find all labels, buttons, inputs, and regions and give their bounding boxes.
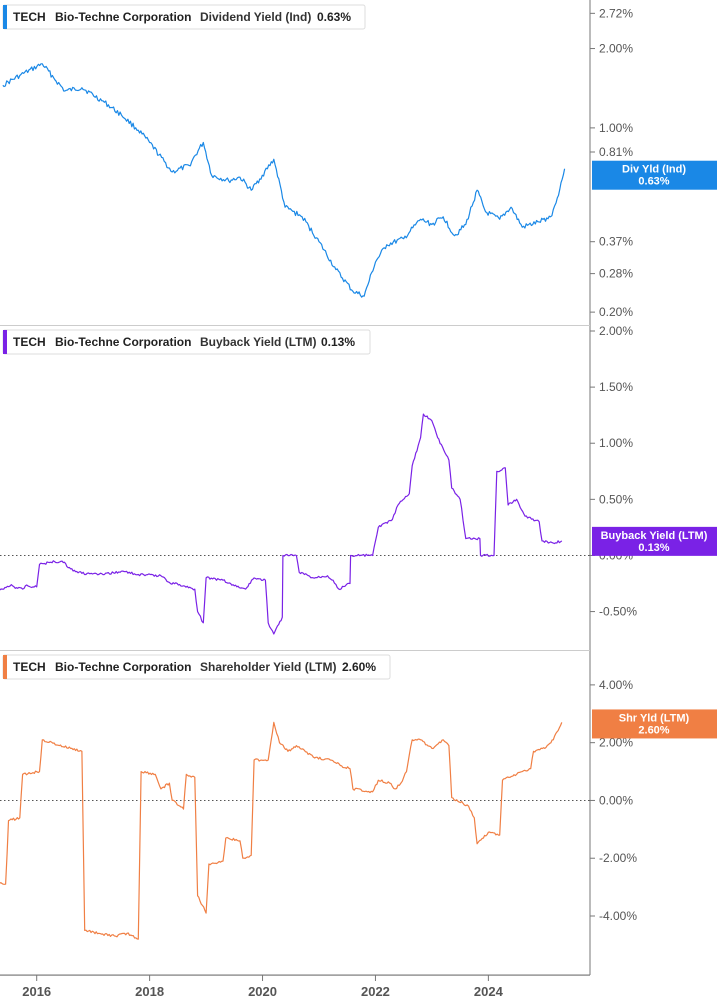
y-tick-label: 2.72% bbox=[599, 6, 633, 20]
legend-color-marker bbox=[3, 330, 7, 354]
legend-metric: Buyback Yield (LTM) bbox=[200, 335, 316, 349]
badge-label: Buyback Yield (LTM) bbox=[601, 530, 708, 542]
legend-metric: Dividend Yield (Ind) bbox=[200, 10, 311, 24]
legend-metric: Shareholder Yield (LTM) bbox=[200, 660, 336, 674]
legend-ticker: TECH bbox=[13, 335, 46, 349]
value-badge bbox=[592, 526, 717, 556]
legend-value: 2.60% bbox=[342, 660, 376, 674]
y-tick-label: 0.50% bbox=[599, 492, 633, 506]
x-tick-label: 2022 bbox=[361, 984, 390, 999]
y-tick-label: 4.00% bbox=[599, 678, 633, 692]
value-badge bbox=[592, 160, 717, 190]
x-tick-label: 2016 bbox=[22, 984, 51, 999]
y-tick-label: -2.00% bbox=[599, 851, 637, 865]
legend-ticker: TECH bbox=[13, 660, 46, 674]
y-tick-label: 1.00% bbox=[599, 436, 633, 450]
series-line bbox=[2, 63, 566, 298]
y-tick-label: 0.20% bbox=[599, 305, 633, 319]
y-tick-label: 0.28% bbox=[599, 267, 633, 281]
x-tick-label: 2020 bbox=[248, 984, 277, 999]
y-tick-label: 2.00% bbox=[599, 736, 633, 750]
series-line bbox=[0, 721, 563, 940]
value-badge bbox=[592, 709, 717, 739]
legend-company: Bio-Techne Corporation bbox=[55, 10, 191, 24]
legend-value: 0.13% bbox=[321, 335, 355, 349]
legend-color-marker bbox=[3, 655, 7, 679]
legend-company: Bio-Techne Corporation bbox=[55, 660, 191, 674]
x-tick-label: 2018 bbox=[135, 984, 164, 999]
badge-value: 2.60% bbox=[638, 724, 669, 736]
y-tick-label: 1.00% bbox=[599, 121, 633, 135]
y-tick-label: -0.50% bbox=[599, 605, 637, 619]
legend-ticker: TECH bbox=[13, 10, 46, 24]
series-line bbox=[0, 413, 563, 635]
y-tick-label: 1.50% bbox=[599, 380, 633, 394]
y-tick-label: -4.00% bbox=[599, 909, 637, 923]
badge-value: 0.13% bbox=[638, 542, 669, 554]
legend-color-marker bbox=[3, 5, 7, 29]
y-tick-label: 2.00% bbox=[599, 42, 633, 56]
badge-label: Shr Yld (LTM) bbox=[619, 712, 690, 724]
badge-label: Div Yld (Ind) bbox=[622, 164, 686, 176]
legend-company: Bio-Techne Corporation bbox=[55, 335, 191, 349]
y-tick-label: 0.00% bbox=[599, 793, 633, 807]
y-tick-label: 0.37% bbox=[599, 235, 633, 249]
badge-value: 0.63% bbox=[638, 176, 669, 188]
y-tick-label: 0.81% bbox=[599, 145, 633, 159]
y-tick-label: 2.00% bbox=[599, 324, 633, 338]
x-tick-label: 2024 bbox=[474, 984, 504, 999]
legend-value: 0.63% bbox=[317, 10, 351, 24]
